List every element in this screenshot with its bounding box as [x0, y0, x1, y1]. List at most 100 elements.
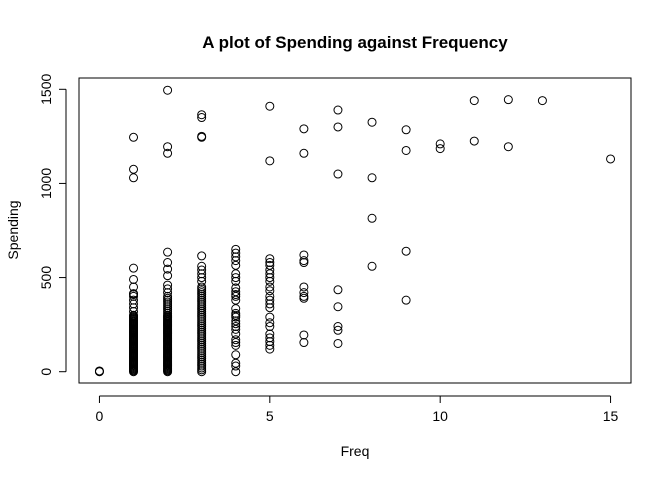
- data-point: [265, 322, 275, 332]
- data-point: [265, 260, 275, 270]
- data-point: [299, 282, 309, 292]
- data-point: [299, 124, 309, 134]
- data-point: [299, 291, 309, 301]
- data-point: [367, 117, 377, 127]
- data-point: [265, 156, 275, 166]
- data-point: [231, 273, 241, 283]
- x-axis-label: Freq: [341, 443, 370, 459]
- data-point: [265, 282, 275, 292]
- data-point: [265, 295, 275, 305]
- data-point: [163, 284, 173, 294]
- data-point: [503, 142, 513, 152]
- data-points: [94, 85, 616, 377]
- data-point: [231, 260, 241, 270]
- data-point: [197, 261, 207, 271]
- data-point: [299, 148, 309, 158]
- y-tick-label: 500: [38, 266, 54, 290]
- chart-title: A plot of Spending against Frequency: [202, 33, 508, 52]
- x-axis: 0 5 10 15: [96, 395, 619, 424]
- y-axis-label: Spending: [5, 200, 21, 259]
- y-axis: 0 500 1000 1500: [38, 74, 67, 376]
- data-point: [469, 136, 479, 146]
- data-point: [231, 335, 241, 345]
- data-point: [231, 290, 241, 300]
- data-point: [231, 361, 241, 371]
- data-point: [401, 145, 411, 155]
- data-point: [265, 291, 275, 301]
- data-point: [129, 263, 139, 273]
- plot-area-box: [78, 77, 632, 384]
- y-tick-label: 1500: [38, 74, 54, 105]
- data-point: [401, 246, 411, 256]
- data-point: [231, 308, 241, 318]
- data-point: [231, 340, 241, 350]
- data-point: [333, 338, 343, 348]
- data-point: [265, 312, 275, 322]
- data-point: [197, 131, 207, 141]
- data-point: [401, 295, 411, 305]
- data-point: [129, 295, 139, 305]
- data-point: [299, 256, 309, 266]
- data-point: [197, 282, 207, 292]
- data-point: [265, 333, 275, 343]
- data-point: [231, 248, 241, 258]
- data-point: [197, 110, 207, 120]
- y-tick-label: 0: [38, 368, 54, 376]
- data-point: [129, 173, 139, 183]
- data-point: [129, 164, 139, 174]
- data-point: [299, 258, 309, 268]
- data-point: [333, 325, 343, 335]
- data-point: [163, 258, 173, 268]
- data-point: [231, 244, 241, 254]
- data-point: [231, 322, 241, 332]
- data-point: [333, 302, 343, 312]
- data-point: [333, 122, 343, 132]
- data-point: [537, 96, 547, 106]
- data-point: [163, 271, 173, 281]
- data-point: [231, 329, 241, 339]
- data-point: [299, 338, 309, 348]
- data-point: [197, 251, 207, 261]
- data-point: [129, 274, 139, 284]
- data-point: [265, 286, 275, 296]
- data-point: [367, 213, 377, 223]
- data-point: [367, 173, 377, 183]
- data-point: [401, 125, 411, 135]
- data-point: [333, 105, 343, 115]
- data-point: [265, 318, 275, 328]
- data-point: [333, 285, 343, 295]
- data-point: [469, 96, 479, 106]
- data-point: [299, 288, 309, 298]
- data-point: [299, 250, 309, 260]
- x-tick-label: 0: [96, 408, 104, 424]
- data-point: [163, 85, 173, 95]
- data-point: [503, 95, 513, 105]
- data-point: [163, 280, 173, 290]
- data-point: [299, 330, 309, 340]
- data-point: [606, 154, 616, 164]
- data-point: [265, 258, 275, 268]
- x-tick-label: 10: [432, 408, 448, 424]
- data-point: [435, 144, 445, 154]
- data-point: [265, 254, 275, 264]
- data-point: [231, 283, 241, 293]
- data-point: [197, 113, 207, 123]
- data-point: [94, 366, 104, 376]
- data-point: [333, 169, 343, 179]
- data-point: [333, 322, 343, 332]
- data-point: [163, 148, 173, 158]
- data-point: [265, 101, 275, 111]
- data-point: [435, 139, 445, 149]
- data-point: [231, 350, 241, 360]
- data-point: [129, 132, 139, 142]
- data-point: [163, 247, 173, 257]
- data-point: [129, 289, 139, 299]
- data-point: [367, 261, 377, 271]
- data-point: [163, 142, 173, 152]
- x-tick-label: 15: [603, 408, 619, 424]
- data-point: [231, 287, 241, 297]
- data-point: [163, 264, 173, 274]
- y-tick-label: 1000: [38, 168, 54, 199]
- data-point: [197, 265, 207, 275]
